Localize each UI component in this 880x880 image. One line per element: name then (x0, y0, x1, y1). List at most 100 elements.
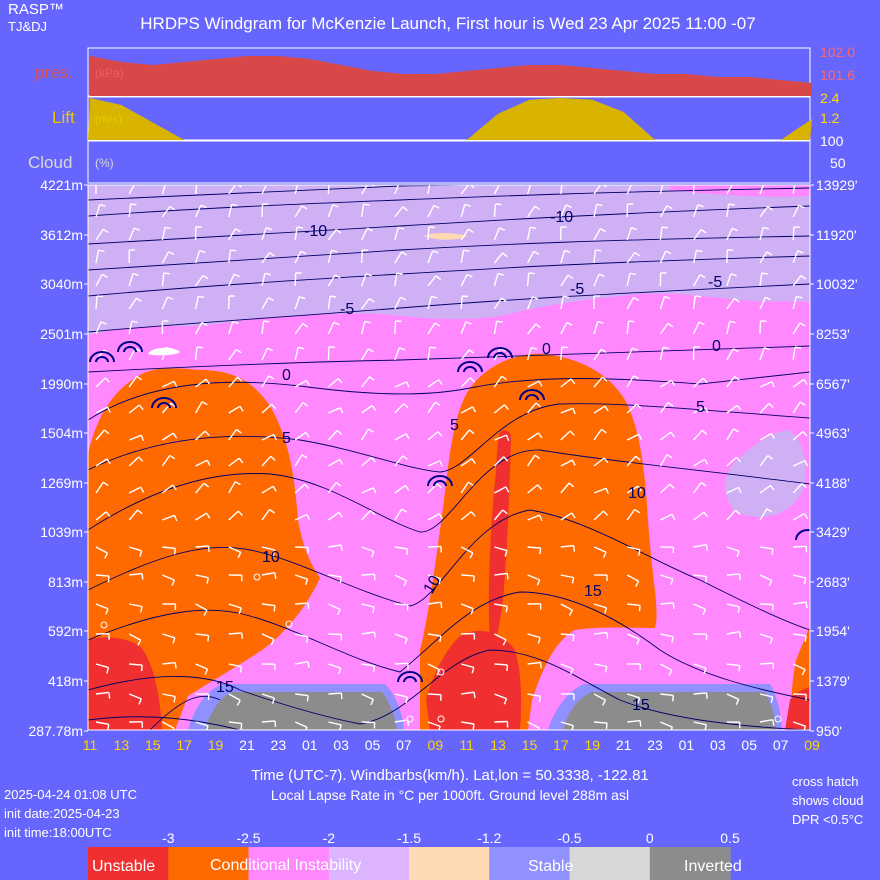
wind-barb (792, 296, 797, 310)
wind-barb-flag (664, 295, 671, 300)
wind-barb (261, 185, 267, 195)
wind-barb (792, 430, 804, 441)
legend-label-unstable: Unstable (92, 858, 155, 875)
wind-barb (560, 296, 564, 310)
wind-barb (726, 249, 728, 264)
wind-barb-flag (769, 637, 773, 645)
wind-barb (560, 482, 570, 494)
wind-barb-flag (437, 431, 443, 437)
wind-barb-flag (398, 347, 406, 351)
wind-barb (294, 250, 302, 264)
wind-barb (162, 574, 175, 581)
wind-barb (560, 459, 573, 467)
wind-barb (759, 251, 768, 264)
x-tick-label: 19 (208, 737, 224, 753)
wind-barb (726, 693, 739, 700)
wind-barb (726, 509, 737, 521)
x-tick-label: 05 (741, 737, 757, 753)
wind-barb-flag (431, 295, 438, 299)
wind-barb-flag (301, 205, 308, 210)
wind-barb (461, 721, 475, 725)
wind-barb-flag (232, 320, 239, 325)
wind-barb (361, 487, 374, 494)
wind-barb (560, 185, 563, 195)
wind-barb-flag (202, 274, 209, 280)
x-tick-label: 11 (459, 737, 474, 753)
wind-barb (361, 631, 375, 635)
wind-barb-flag (405, 433, 410, 440)
wind-barb (128, 321, 133, 335)
wind-barb-flag (296, 226, 304, 229)
wind-barb-flag (604, 405, 609, 412)
wind-barb (361, 185, 369, 195)
x-tick-label: 09 (428, 737, 444, 753)
wind-barb-flag (141, 573, 144, 580)
legend-value: -1.2 (477, 830, 501, 846)
legend-value: -1.5 (397, 830, 421, 846)
wind-barb-flag (705, 692, 708, 699)
wind-barb (95, 377, 106, 388)
wind-barb-flag (804, 635, 807, 642)
wind-barb-flag (572, 408, 576, 415)
wind-barb-flag (365, 273, 372, 277)
wind-barb (161, 484, 174, 494)
wind-barb-flag (105, 608, 109, 615)
wind-barb-flag (569, 668, 574, 675)
wind-barb (261, 720, 276, 723)
init-date: init date:2025-04-23 (4, 806, 120, 821)
wind-barb-flag (770, 696, 774, 703)
wind-barb (195, 663, 208, 670)
wind-barb (128, 546, 142, 552)
wind-barb-flag (306, 695, 309, 702)
wind-barb-flag (767, 206, 774, 211)
x-tick-label: 11 (83, 737, 98, 753)
wind-barb-flag (699, 274, 706, 279)
wind-barb-flag (304, 483, 310, 490)
wind-barb (460, 321, 467, 335)
wind-barb (693, 663, 707, 669)
wind-barb-flag (306, 514, 311, 521)
wind-barb (128, 204, 132, 218)
small-circle-markers (100, 573, 782, 723)
wind-barb (162, 432, 174, 441)
wind-barb (294, 483, 306, 494)
wind-barb (95, 481, 104, 494)
wind-barb (693, 511, 705, 521)
wind-barb (726, 404, 738, 414)
wind-barb-flag (335, 229, 342, 234)
wind-barb-flag (370, 457, 376, 463)
wind-barb (327, 321, 335, 335)
wind-barb-flag (505, 486, 510, 493)
wind-barb (361, 573, 375, 576)
wind-barb-flag (539, 514, 543, 521)
wind-barb-flag (433, 204, 440, 209)
wind-barb (792, 347, 796, 361)
lift-tick-low: 1.2 (820, 110, 840, 126)
wind-barb (327, 296, 331, 310)
wind-barb (295, 693, 309, 697)
legend-swatch (168, 847, 250, 880)
wind-barb-flag (602, 376, 608, 382)
wind-barb-flag (528, 272, 535, 275)
wind-barb (759, 227, 764, 241)
wind-barb-flag (737, 606, 741, 613)
y-tick-label-left: 2501m (40, 326, 83, 342)
wind-barb-flag (638, 549, 641, 556)
wind-barb-flag (503, 456, 509, 462)
y-tick-label-right: 1379' (816, 673, 850, 689)
wind-barb-flag (667, 322, 674, 328)
wind-barb-flag (438, 578, 442, 585)
contour-label: -10 (550, 209, 573, 226)
wind-barb (228, 250, 232, 264)
wind-barb-flag (241, 632, 243, 639)
wind-barb (792, 185, 796, 195)
wind-barb-flag (534, 205, 541, 211)
x-tick-label: 21 (616, 737, 632, 753)
legend-value: -3 (162, 830, 175, 846)
wind-barb-flag (539, 548, 542, 555)
wind-barb-flag (335, 482, 342, 487)
wind-barb (427, 296, 433, 310)
wind-barb (460, 511, 472, 521)
wind-barb-flag (506, 664, 509, 671)
